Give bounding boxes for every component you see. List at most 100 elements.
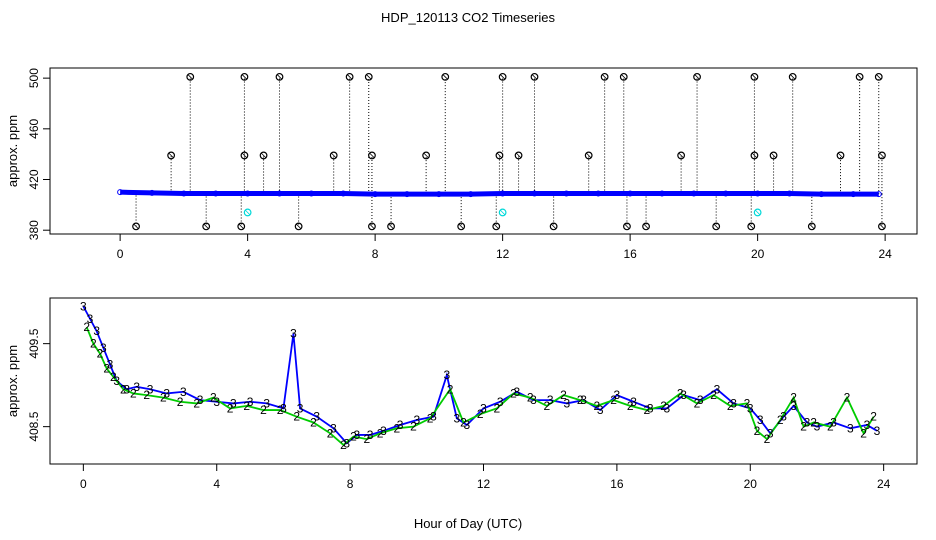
- series-2-point: 2: [644, 403, 651, 417]
- high-outliers-point: [600, 72, 609, 81]
- high-outliers-point: [186, 72, 195, 81]
- series-3-point: 3: [680, 388, 687, 402]
- baseline-line: [120, 189, 879, 197]
- series-3-point: 3: [197, 393, 204, 407]
- series-3-point: 3: [107, 357, 114, 371]
- low-outliers-point: [712, 222, 721, 231]
- series-2-point: 2: [844, 391, 851, 405]
- bottom-ylabel: approx. ppm: [5, 345, 20, 417]
- series-3-point: 3: [453, 411, 460, 425]
- x-tick-label: 0: [80, 477, 87, 491]
- high-outliers-point: [240, 72, 249, 81]
- series-2-point: 2: [327, 426, 334, 440]
- baseline-point: [563, 190, 570, 197]
- series-2-point: 2: [870, 410, 877, 424]
- baseline-point: [372, 191, 379, 198]
- cyan-flags-point-cross: [755, 209, 761, 215]
- high-outliers-point-cross: [366, 74, 372, 80]
- high-outliers-point-cross: [857, 74, 863, 80]
- series-2-point: 2: [210, 391, 217, 405]
- series-3-point: 3: [597, 403, 604, 417]
- series-3-point: 3: [230, 396, 237, 410]
- baseline-point: [149, 189, 155, 196]
- series-3-point: 3: [564, 396, 571, 410]
- series-2-point: 2: [827, 420, 834, 434]
- low-outliers-point: [457, 222, 466, 231]
- baseline-point: [308, 190, 315, 197]
- series-3-point: 3: [767, 426, 774, 440]
- low-outliers-point: [387, 222, 395, 231]
- low-outliers-point: [878, 222, 886, 231]
- x-tick-label: 8: [372, 247, 379, 261]
- series-3-point: 3: [757, 413, 764, 427]
- series-2-point: 2: [120, 382, 127, 396]
- series-3-point: 3: [463, 418, 470, 432]
- series-2-point: 2: [447, 382, 454, 396]
- series-3-point: 3: [514, 385, 521, 399]
- x-tick-label: 4: [213, 477, 220, 491]
- baseline-point: [117, 189, 124, 196]
- high-outliers-point-cross: [621, 74, 627, 80]
- high-outliers-point-cross: [500, 74, 506, 80]
- series-2-point: 2: [363, 432, 370, 446]
- cyan-flags-point: [243, 208, 252, 217]
- low-outliers-point-cross: [458, 223, 464, 229]
- low-outliers-point: [642, 222, 650, 231]
- x-tick-label: 0: [117, 247, 124, 261]
- low-outliers-point-cross: [133, 223, 139, 229]
- mid-outliers-point: [584, 151, 593, 160]
- series-2-point: 2: [790, 391, 797, 405]
- series-3-point: 3: [547, 393, 554, 407]
- high-outliers-point: [441, 72, 450, 81]
- cyan-flags-point-cross: [500, 209, 506, 215]
- top-plot-frame: [49, 67, 918, 235]
- low-outliers-point-cross: [624, 223, 630, 229]
- mid-outliers-point-cross: [771, 152, 777, 158]
- mid-outliers-point-cross: [423, 152, 429, 158]
- series-3-point: 3: [480, 401, 487, 415]
- cyan-flags-point: [753, 208, 762, 217]
- mid-outliers-point: [329, 151, 338, 160]
- baseline-point: [627, 190, 634, 197]
- series-2-point: 2: [110, 370, 117, 384]
- series-2-point: 2: [427, 411, 434, 425]
- series-2-point: 2: [97, 347, 104, 361]
- mid-outliers-point: [240, 151, 249, 160]
- x-tick-label: 24: [878, 247, 892, 261]
- low-outliers-point: [368, 222, 376, 231]
- mid-outliers-point-cross: [516, 152, 522, 158]
- series-2-point: 2: [800, 420, 807, 434]
- mid-outliers-point-cross: [168, 152, 174, 158]
- series-2-point: 2: [260, 403, 267, 417]
- mid-outliers-point-cross: [838, 152, 843, 158]
- mid-outliers-point: [368, 151, 376, 160]
- mid-outliers-point-cross: [678, 152, 684, 158]
- series-2-point: 2: [310, 416, 317, 430]
- series-3-point: 3: [180, 385, 187, 399]
- series-3-point: 3: [864, 418, 871, 432]
- mid-outliers-point: [750, 151, 759, 160]
- x-tick-label: 8: [347, 477, 354, 491]
- series-2-point: 2: [477, 407, 484, 421]
- baseline-point: [659, 190, 665, 197]
- x-tick-label: 20: [744, 477, 758, 491]
- x-axis-label: Hour of Day (UTC): [414, 516, 522, 531]
- low-outliers-point-cross: [713, 223, 719, 229]
- y-tick-label: 500: [27, 68, 41, 88]
- low-outliers-point: [807, 222, 816, 231]
- mid-outliers-point: [495, 151, 504, 160]
- y-tick-label: 409.5: [27, 328, 41, 358]
- series-3-point: 3: [93, 324, 100, 338]
- series-2-point: 2: [410, 420, 417, 434]
- high-outliers-point: [750, 72, 759, 81]
- series-3-point: 3: [874, 424, 881, 438]
- low-outliers-point: [202, 222, 211, 231]
- series-3-point: 3: [647, 401, 654, 415]
- top-panel: 0 4 8 12 16 20 24 380 420 460 500 approx. ppm: [5, 67, 918, 261]
- mid-outliers-point: [259, 151, 268, 160]
- low-outliers-point: [549, 222, 558, 231]
- low-outliers-point: [747, 222, 756, 231]
- mid-outliers-point-cross: [879, 152, 885, 158]
- baseline-point: [754, 190, 761, 197]
